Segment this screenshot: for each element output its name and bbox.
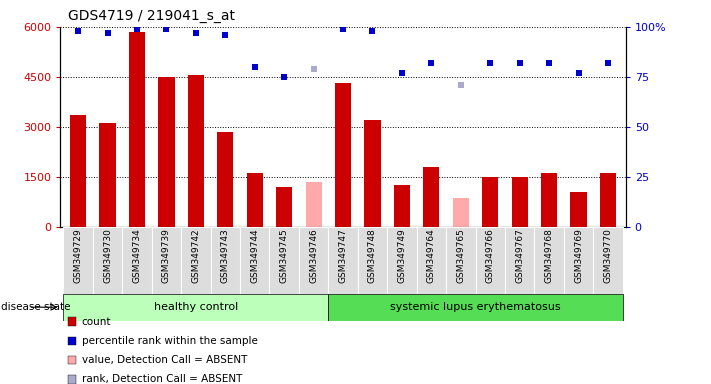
Bar [476,227,505,294]
Bar [129,32,145,227]
Text: GSM349767: GSM349767 [515,228,524,283]
Text: count: count [82,317,111,327]
Text: percentile rank within the sample: percentile rank within the sample [82,336,257,346]
Bar [217,132,233,227]
Bar [564,227,593,294]
Text: GSM349765: GSM349765 [456,228,465,283]
Bar [210,227,240,294]
Text: GSM349739: GSM349739 [162,228,171,283]
Bar [276,187,292,227]
Text: GSM349748: GSM349748 [368,228,377,283]
Bar [505,227,535,294]
Text: GSM349744: GSM349744 [250,228,260,283]
Bar [358,227,387,294]
Bar [541,173,557,227]
Bar [482,177,498,227]
Text: GSM349764: GSM349764 [427,228,436,283]
Text: healthy control: healthy control [154,302,238,312]
Bar [570,192,587,227]
Text: GSM349730: GSM349730 [103,228,112,283]
Bar [306,182,321,227]
Bar [417,227,446,294]
Bar [453,198,469,227]
Bar [335,83,351,227]
Text: GSM349768: GSM349768 [545,228,554,283]
Bar [188,75,204,227]
Bar [446,227,476,294]
Text: GSM349742: GSM349742 [191,228,201,283]
Bar [122,227,151,294]
Bar [328,294,623,321]
Bar [151,227,181,294]
Text: systemic lupus erythematosus: systemic lupus erythematosus [390,302,561,312]
Bar [299,227,328,294]
Bar [63,294,328,321]
Text: disease state: disease state [1,302,71,312]
Bar [269,227,299,294]
Bar [100,123,116,227]
Bar [535,227,564,294]
Bar [247,173,263,227]
Bar [328,227,358,294]
Bar [512,177,528,227]
Bar [365,120,380,227]
Text: GSM349749: GSM349749 [397,228,407,283]
Text: GSM349745: GSM349745 [279,228,289,283]
Text: value, Detection Call = ABSENT: value, Detection Call = ABSENT [82,355,247,365]
Text: GSM349766: GSM349766 [486,228,495,283]
Bar [240,227,269,294]
Bar [70,115,86,227]
Text: rank, Detection Call = ABSENT: rank, Detection Call = ABSENT [82,374,242,384]
Text: GSM349747: GSM349747 [338,228,348,283]
Bar [63,227,93,294]
Bar [600,173,616,227]
Bar [159,77,174,227]
Bar [423,167,439,227]
Bar [93,227,122,294]
Bar [394,185,410,227]
Bar [387,227,417,294]
Text: GSM349746: GSM349746 [309,228,318,283]
Text: GSM349770: GSM349770 [604,228,612,283]
Bar [181,227,210,294]
Bar [593,227,623,294]
Text: GSM349734: GSM349734 [132,228,141,283]
Text: GSM349769: GSM349769 [574,228,583,283]
Text: GSM349743: GSM349743 [221,228,230,283]
Text: GSM349729: GSM349729 [74,228,82,283]
Text: GDS4719 / 219041_s_at: GDS4719 / 219041_s_at [68,9,235,23]
